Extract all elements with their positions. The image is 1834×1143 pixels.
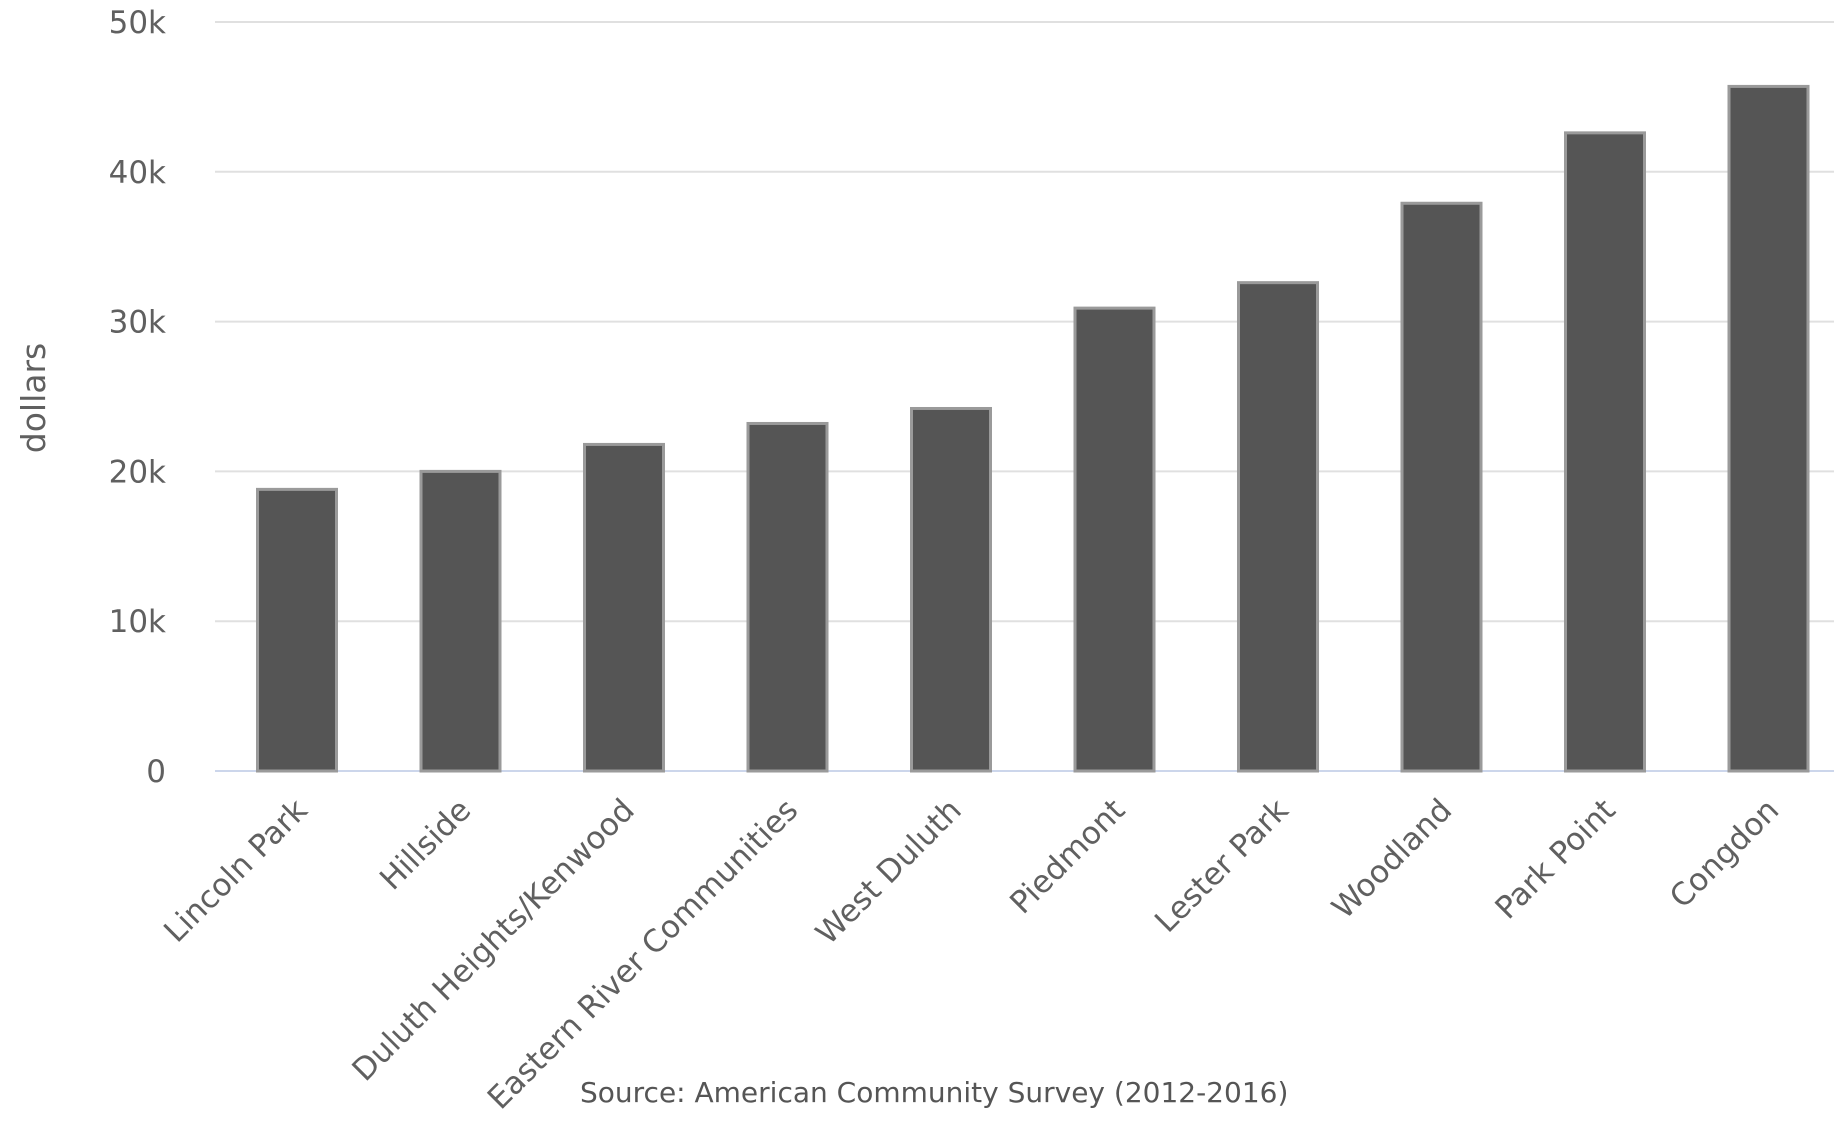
y-tick-label: 0 <box>146 754 166 790</box>
x-category-label: Lincoln Park <box>157 792 314 949</box>
y-tick-label: 10k <box>109 604 166 640</box>
y-tick-label: 30k <box>109 305 166 341</box>
y-tick-label: 50k <box>109 5 166 41</box>
bar-woodland[interactable] <box>1400 201 1483 773</box>
source-credit: Source: American Community Survey (2012-… <box>580 1076 1288 1109</box>
bar-eastern-river-communities[interactable] <box>746 421 829 773</box>
bar-west-duluth[interactable] <box>910 406 992 773</box>
x-category-label: Woodland <box>1325 792 1459 926</box>
bar-duluth-heights-kenwood[interactable] <box>583 442 665 773</box>
x-category-label: Lester Park <box>1148 792 1296 940</box>
y-tick-label: 20k <box>109 454 166 490</box>
y-axis-ticks: 0 10k 20k 30k 40k 50k <box>109 5 166 790</box>
x-category-label: Hillside <box>373 792 478 897</box>
bars <box>256 84 1810 773</box>
y-tick-label: 40k <box>109 155 166 191</box>
x-category-label: West Duluth <box>809 792 969 952</box>
bar-lincoln-park[interactable] <box>256 487 338 773</box>
bar-hillside[interactable] <box>419 469 502 773</box>
x-category-label: Park Point <box>1488 792 1622 926</box>
x-category-label: Congdon <box>1663 792 1786 915</box>
x-category-label: Piedmont <box>1003 792 1132 921</box>
bar-park-point[interactable] <box>1564 131 1646 773</box>
bar-congdon[interactable] <box>1727 84 1810 773</box>
x-category-label: Eastern River Communities <box>481 792 805 1116</box>
bar-piedmont[interactable] <box>1073 306 1156 773</box>
x-category-label: Duluth Heights/Kenwood <box>345 792 641 1088</box>
y-axis-title: dollars <box>14 343 53 453</box>
bar-lester-park[interactable] <box>1237 281 1319 773</box>
